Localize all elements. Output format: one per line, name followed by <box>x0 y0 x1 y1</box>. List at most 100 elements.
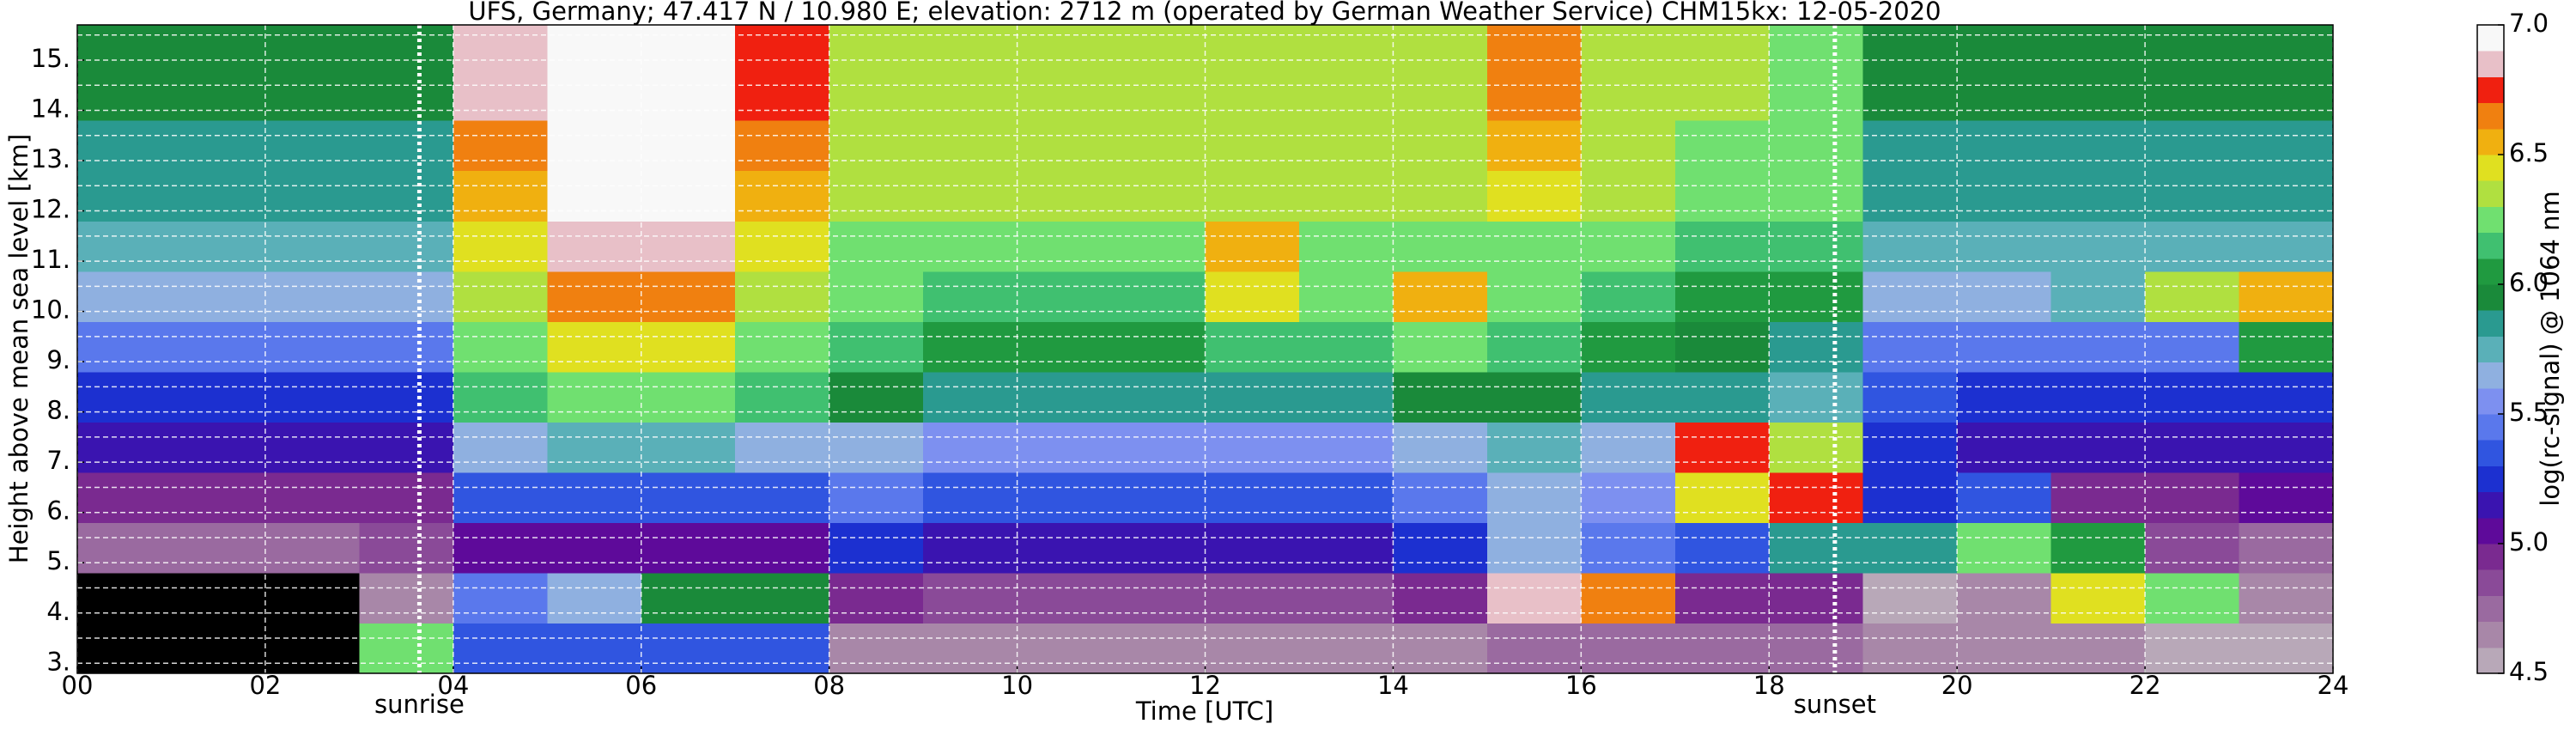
cell <box>1298 70 1394 121</box>
colorbar-swatch <box>2477 362 2504 389</box>
cell <box>264 471 360 523</box>
cell <box>1862 623 1958 674</box>
cell <box>1674 120 1770 172</box>
cell <box>923 422 1018 473</box>
cell <box>359 321 454 373</box>
cell <box>1205 371 1300 423</box>
cell <box>1017 70 1112 121</box>
cell <box>1393 572 1488 624</box>
cell <box>1862 572 1958 624</box>
cell <box>829 572 924 624</box>
cell <box>829 221 924 272</box>
cell <box>359 522 454 574</box>
cell <box>923 70 1018 121</box>
cell <box>1017 623 1112 674</box>
y-tick-label: 11. <box>31 245 70 274</box>
cell <box>1298 522 1394 574</box>
cell <box>359 422 454 473</box>
cell <box>641 471 736 523</box>
colorbar-swatch <box>2477 155 2504 181</box>
cell <box>2145 170 2240 222</box>
cell <box>171 120 266 172</box>
colorbar-swatch <box>2477 647 2504 674</box>
cell <box>735 371 830 423</box>
cell <box>77 572 172 624</box>
x-tick-label: 24 <box>2318 671 2349 700</box>
cell <box>1957 271 2052 322</box>
cell <box>1581 221 1676 272</box>
colorbar-swatch <box>2477 595 2504 623</box>
colorbar-swatch <box>2477 387 2504 415</box>
cell <box>735 120 830 172</box>
colorbar-swatch <box>2477 232 2504 259</box>
cell <box>2145 120 2240 172</box>
cell <box>547 371 642 423</box>
cell <box>2145 70 2240 121</box>
y-tick-label: 13. <box>31 144 70 173</box>
cell <box>1393 25 1488 71</box>
cell <box>171 522 266 574</box>
cell <box>1393 70 1488 121</box>
cell <box>1486 221 1582 272</box>
y-tick-label: 12. <box>31 195 70 224</box>
cell <box>77 170 172 222</box>
cell <box>2145 572 2240 624</box>
cell <box>264 623 360 674</box>
colorbar-swatch <box>2477 544 2504 570</box>
colorbar-swatch <box>2477 25 2504 52</box>
cell <box>2239 25 2334 71</box>
cell <box>264 371 360 423</box>
cell <box>641 221 736 272</box>
cell <box>547 170 642 222</box>
cell <box>453 371 548 423</box>
cell <box>77 522 172 574</box>
cell <box>2239 422 2334 473</box>
cell <box>735 321 830 373</box>
colorbar-swatch <box>2477 51 2504 77</box>
colorbar-tick-label: 7.0 <box>2509 9 2549 38</box>
cell <box>1111 522 1206 574</box>
colorbar-swatch <box>2477 180 2504 207</box>
cell <box>735 221 830 272</box>
cell <box>1486 120 1582 172</box>
cell <box>2239 371 2334 423</box>
cell <box>1017 471 1112 523</box>
cell <box>547 221 642 272</box>
colorbar-swatch <box>2477 569 2504 596</box>
colorbar-swatch <box>2477 76 2504 104</box>
cell <box>1205 522 1300 574</box>
cell <box>1111 221 1206 272</box>
x-tick-label: 22 <box>2129 671 2161 700</box>
cell <box>1393 170 1488 222</box>
cell <box>453 471 548 523</box>
cell <box>547 120 642 172</box>
cell <box>2050 371 2146 423</box>
cell <box>1957 471 2052 523</box>
cell <box>1298 471 1394 523</box>
cell <box>1298 221 1394 272</box>
cell <box>1769 70 1864 121</box>
cell <box>1862 522 1958 574</box>
cell <box>171 221 266 272</box>
cell <box>1111 321 1206 373</box>
cell <box>547 422 642 473</box>
cell <box>2050 271 2146 322</box>
cell <box>264 170 360 222</box>
cell <box>1111 70 1206 121</box>
cell <box>1674 70 1770 121</box>
cell <box>1111 471 1206 523</box>
cell <box>923 170 1018 222</box>
cell <box>77 371 172 423</box>
cell <box>359 271 454 322</box>
cell <box>171 271 266 322</box>
cell <box>1769 623 1864 674</box>
cell <box>1674 471 1770 523</box>
cell <box>264 120 360 172</box>
colorbar-swatch <box>2477 310 2504 337</box>
cell <box>1486 522 1582 574</box>
cell <box>1862 221 1958 272</box>
cell <box>1957 321 2052 373</box>
x-tick-label: 06 <box>625 671 657 700</box>
colorbar-tick-label: 6.5 <box>2509 138 2549 167</box>
